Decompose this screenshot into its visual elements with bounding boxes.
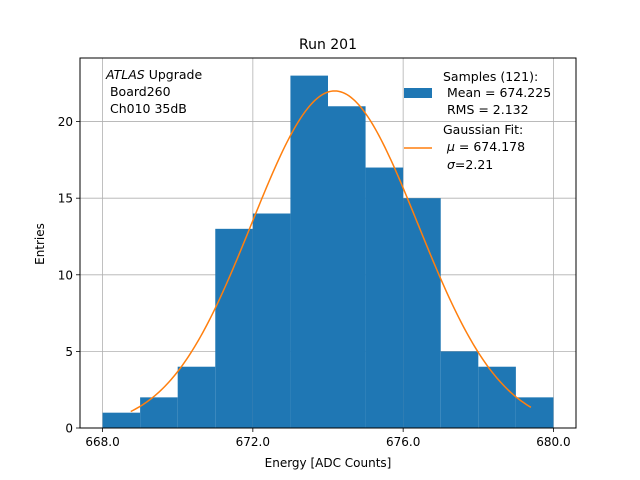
legend-sigma-value: =2.21 <box>455 157 493 172</box>
y-tick-label: 15 <box>58 192 73 206</box>
legend-samples-mean: Mean = 674.225 <box>443 85 551 100</box>
x-tick-label: 680.0 <box>536 435 570 449</box>
legend-sigma-symbol: σ <box>447 157 456 172</box>
x-tick-label: 668.0 <box>85 435 119 449</box>
gaussian-fit <box>130 90 532 413</box>
legend-mu-symbol: μ <box>446 139 455 154</box>
y-tick-label: 20 <box>58 115 73 129</box>
histogram-bar <box>215 228 253 428</box>
legend-samples-rms: RMS = 2.132 <box>443 102 529 117</box>
legend: Samples (121): Mean = 674.225 RMS = 2.13… <box>404 69 551 172</box>
annotation-upgrade: Upgrade <box>145 67 203 82</box>
legend-fit-sigma: σ=2.21 <box>443 157 493 172</box>
histogram-bar <box>290 75 328 428</box>
y-tick-label: 0 <box>65 422 73 436</box>
legend-samples-title: Samples (121): <box>443 69 538 84</box>
y-axis-label: Entries <box>33 223 47 265</box>
gaussian-fit-curve <box>130 90 532 413</box>
axes-frame <box>79 57 577 429</box>
histogram-bar <box>252 213 291 428</box>
histogram-bar <box>365 167 404 429</box>
annotation-text: ATLAS Upgrade Board260 Ch010 35dB <box>105 67 202 116</box>
histogram-bar <box>102 412 141 428</box>
histogram-bar <box>478 366 516 428</box>
axis-ticks: 668.0 672.0 676.0 680.0 0 5 10 15 20 <box>58 115 571 449</box>
legend-fit-mu: μ = 674.178 <box>443 139 525 154</box>
legend-mu-value: = 674.178 <box>455 139 525 154</box>
annotation-atlas: ATLAS <box>105 67 145 82</box>
legend-samples-swatch <box>404 88 432 98</box>
chart-title: Run 201 <box>299 37 357 53</box>
annotation-line-2: Board260 <box>106 84 171 99</box>
histogram-bar <box>177 366 216 428</box>
histogram-bar <box>403 198 441 428</box>
histogram-bar <box>440 351 479 428</box>
legend-fit-title: Gaussian Fit: <box>443 122 523 137</box>
annotation-line-1: ATLAS Upgrade <box>105 67 202 82</box>
y-tick-label: 5 <box>65 345 73 359</box>
x-axis-label: Energy [ADC Counts] <box>265 456 392 470</box>
x-tick-label: 672.0 <box>236 435 270 449</box>
annotation-line-3: Ch010 35dB <box>106 101 187 116</box>
histogram-bars <box>102 75 554 429</box>
x-tick-label: 676.0 <box>386 435 420 449</box>
histogram-bar <box>328 106 366 429</box>
y-tick-label: 10 <box>58 268 73 282</box>
